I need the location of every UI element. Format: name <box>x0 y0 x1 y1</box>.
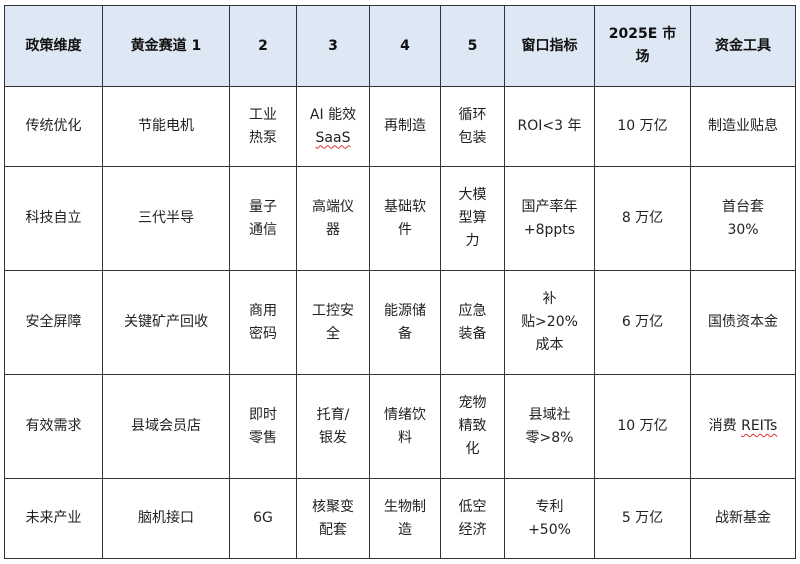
table-cell: 即时 零售 <box>229 374 297 479</box>
table-cell: AI 能效 SaaS <box>296 86 370 167</box>
table-cell: 县域会员店 <box>102 374 230 479</box>
table-cell: 大模 型算 力 <box>440 166 505 271</box>
header-cell: 2 <box>229 5 297 87</box>
header-cell: 2025E 市 场 <box>594 5 691 87</box>
table-cell: 传统优化 <box>4 86 103 167</box>
spellcheck-underline: SaaS <box>315 129 351 146</box>
table-cell: 工控安 全 <box>296 270 370 375</box>
header-cell: 窗口指标 <box>504 5 595 87</box>
header-cell: 政策维度 <box>4 5 103 87</box>
table-cell: 6 万亿 <box>594 270 691 375</box>
table-cell: 节能电机 <box>102 86 230 167</box>
header-cell: 资金工具 <box>690 5 796 87</box>
table-row: 未来产业 脑机接口 6G 核聚变 配套 生物制 造低空 经济 专利 +50% 5 万亿 战新基… <box>4 478 796 559</box>
table-cell: 宠物 精致 化 <box>440 374 505 479</box>
header-cell: 4 <box>369 5 441 87</box>
table-cell: 8 万亿 <box>594 166 691 271</box>
table-cell: 安全屏障 <box>4 270 103 375</box>
table-cell: 关键矿产回收 <box>102 270 230 375</box>
table-cell: 战新基金 <box>690 478 796 559</box>
table-cell: 生物制 造 <box>369 478 441 559</box>
table-cell: 基础软 件 <box>369 166 441 271</box>
spellcheck-underline: REITs <box>741 418 778 434</box>
table-cell: 补 贴>20% 成本 <box>504 270 595 375</box>
table-cell: 国产率年 +8ppts <box>504 166 595 271</box>
header-cell: 黄金赛道 1 <box>102 5 230 87</box>
table-cell: 核聚变 配套 <box>296 478 370 559</box>
header-cell: 5 <box>440 5 505 87</box>
table-cell: 量子 通信 <box>229 166 297 271</box>
table-cell: 循环 包装 <box>440 86 505 167</box>
table-cell: 脑机接口 <box>102 478 230 559</box>
table-cell: 工业 热泵 <box>229 86 297 167</box>
table-cell: 10 万亿 <box>594 86 691 167</box>
policy-track-table: 政策维度 黄金赛道 1 2 3 4 5 窗口指标 2025E 市 场 资金工具 … <box>4 5 796 559</box>
table-row: 科技自立 三代半导 量子 通信 高端仪 器基础软 件大模 型算 力国产率年 +8ppt… <box>4 166 796 271</box>
table-row: 有效需求 县域会员店 即时 零售 托育/ 银发 情绪饮 料宠物 精致 化县域社 零>8%… <box>4 374 796 479</box>
table-cell: 首台套 30% <box>690 166 796 271</box>
table-cell: 能源储 备 <box>369 270 441 375</box>
table-cell: 6G <box>229 478 297 559</box>
table-cell: 县域社 零>8% <box>504 374 595 479</box>
table-cell: 制造业贴息 <box>690 86 796 167</box>
table-cell: 未来产业 <box>4 478 103 559</box>
table-cell: 5 万亿 <box>594 478 691 559</box>
table-cell: 国债资本金 <box>690 270 796 375</box>
table-row: 传统优化 节能电机 工业 热泵 AI 能效 SaaS 再制造 循环 包装 ROI<3 年 10… <box>4 86 796 167</box>
table-cell: 专利 +50% <box>504 478 595 559</box>
table-cell: 10 万亿 <box>594 374 691 479</box>
table-cell: 科技自立 <box>4 166 103 271</box>
table-row: 安全屏障 关键矿产回收 商用 密码 工控安 全能源储 备应急 装备补 贴>20% 成本… <box>4 270 796 375</box>
table-cell: 低空 经济 <box>440 478 505 559</box>
table-cell: 应急 装备 <box>440 270 505 375</box>
table-cell: 高端仪 器 <box>296 166 370 271</box>
table-cell: 商用 密码 <box>229 270 297 375</box>
header-row: 政策维度 黄金赛道 1 2 3 4 5 窗口指标 2025E 市 场 资金工具 <box>4 5 796 87</box>
table-cell: 托育/ 银发 <box>296 374 370 479</box>
table-cell: 三代半导 <box>102 166 230 271</box>
table-cell: ROI<3 年 <box>504 86 595 167</box>
table-cell: 再制造 <box>369 86 441 167</box>
table-cell: 有效需求 <box>4 374 103 479</box>
table-cell: 消费 REITs <box>690 374 796 479</box>
table-cell: 情绪饮 料 <box>369 374 441 479</box>
header-cell: 3 <box>296 5 370 87</box>
